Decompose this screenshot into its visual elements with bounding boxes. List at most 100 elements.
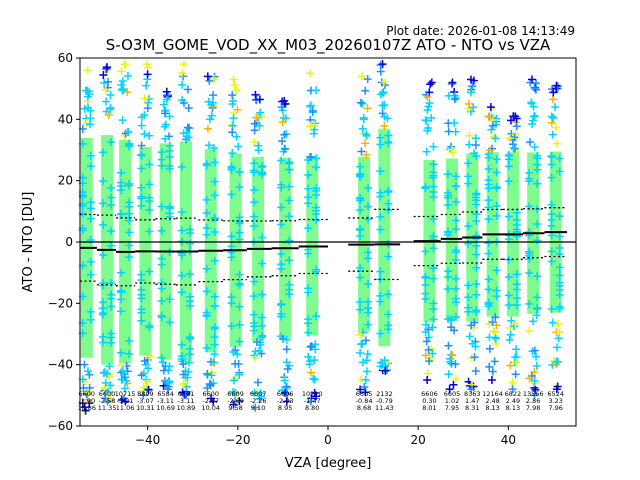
data-point bbox=[177, 226, 186, 235]
data-point bbox=[165, 146, 174, 155]
data-point bbox=[364, 254, 373, 263]
data-point bbox=[452, 313, 460, 322]
data-point bbox=[310, 356, 319, 365]
data-point bbox=[464, 303, 473, 312]
data-point bbox=[490, 328, 499, 337]
data-point bbox=[86, 198, 95, 207]
data-point bbox=[472, 280, 481, 289]
data-point bbox=[250, 277, 259, 286]
data-point bbox=[423, 376, 432, 384]
data-point bbox=[547, 152, 556, 161]
data-point bbox=[165, 318, 174, 327]
data-point bbox=[177, 251, 186, 260]
data-point bbox=[491, 134, 500, 143]
data-point bbox=[80, 403, 89, 412]
data-point bbox=[145, 227, 154, 236]
y-axis-label: ATO - NTO [DU] bbox=[21, 192, 36, 293]
data-point bbox=[117, 268, 126, 277]
data-point bbox=[548, 318, 557, 327]
data-point bbox=[258, 333, 267, 342]
data-point bbox=[357, 147, 366, 156]
data-point bbox=[177, 162, 186, 171]
data-point bbox=[118, 77, 127, 86]
data-point bbox=[464, 239, 473, 248]
data-point bbox=[384, 325, 393, 334]
data-point bbox=[362, 150, 371, 159]
data-point bbox=[179, 380, 188, 389]
bin-std: 11.43 bbox=[375, 404, 394, 412]
data-point bbox=[471, 367, 480, 376]
data-point bbox=[277, 220, 286, 229]
data-point bbox=[492, 266, 501, 275]
bin-count: 6600 bbox=[99, 390, 116, 398]
bin-core-points bbox=[378, 128, 391, 347]
data-point bbox=[452, 225, 460, 234]
data-point bbox=[466, 75, 475, 84]
bin-std: 7.98 bbox=[526, 404, 540, 412]
data-point bbox=[117, 80, 126, 89]
bin-count: 6607 bbox=[250, 390, 267, 398]
data-point bbox=[250, 168, 259, 177]
data-point bbox=[145, 267, 154, 276]
data-point bbox=[252, 113, 261, 122]
data-point bbox=[512, 285, 521, 294]
data-point bbox=[85, 87, 94, 96]
y-tick-label: −20 bbox=[48, 296, 73, 310]
data-point bbox=[376, 90, 385, 99]
data-point bbox=[227, 121, 236, 130]
data-point bbox=[306, 397, 315, 406]
data-point bbox=[484, 249, 493, 258]
data-point bbox=[508, 378, 517, 387]
data-point bbox=[165, 164, 174, 173]
data-point bbox=[210, 228, 219, 237]
data-point bbox=[178, 80, 187, 89]
data-point bbox=[227, 242, 236, 251]
data-point bbox=[281, 145, 290, 154]
data-point bbox=[185, 301, 194, 310]
data-point bbox=[447, 323, 456, 332]
data-point bbox=[488, 367, 497, 376]
data-point bbox=[100, 78, 109, 87]
data-point bbox=[121, 373, 130, 382]
data-point bbox=[380, 112, 389, 121]
y-axis-ticks: −60 −40 −20 0 20 40 60 bbox=[48, 51, 80, 433]
data-point bbox=[507, 116, 516, 125]
x-tick-label: 0 bbox=[324, 433, 332, 447]
data-point bbox=[157, 311, 166, 320]
data-point bbox=[364, 297, 373, 306]
data-point bbox=[207, 111, 216, 120]
data-point bbox=[117, 168, 126, 177]
data-point bbox=[251, 403, 260, 412]
data-point bbox=[258, 313, 267, 322]
data-point bbox=[504, 291, 513, 300]
data-point bbox=[468, 82, 477, 91]
data-point bbox=[227, 190, 236, 199]
data-point bbox=[376, 167, 385, 176]
data-point bbox=[235, 219, 244, 228]
data-point bbox=[80, 360, 89, 369]
bin-std: 11.06 bbox=[116, 404, 135, 412]
data-point bbox=[304, 249, 313, 258]
data-point bbox=[202, 230, 211, 239]
data-point bbox=[202, 287, 211, 296]
data-point bbox=[548, 95, 557, 104]
data-point bbox=[512, 122, 521, 131]
data-point bbox=[258, 259, 267, 268]
bin-std: 10.89 bbox=[177, 404, 196, 412]
bin-std: 8.68 bbox=[357, 404, 371, 412]
data-point bbox=[444, 127, 453, 136]
data-point bbox=[177, 208, 186, 217]
bin-count: 6581 bbox=[178, 390, 195, 398]
data-point bbox=[307, 342, 316, 351]
data-point bbox=[444, 285, 452, 294]
data-point bbox=[203, 124, 212, 133]
data-point bbox=[356, 162, 365, 171]
data-point bbox=[364, 280, 373, 289]
data-point bbox=[530, 376, 539, 385]
data-point bbox=[202, 311, 211, 320]
data-point bbox=[511, 370, 520, 379]
data-point bbox=[422, 116, 431, 125]
data-point bbox=[472, 217, 481, 226]
data-point bbox=[531, 385, 540, 394]
data-point bbox=[525, 168, 534, 177]
